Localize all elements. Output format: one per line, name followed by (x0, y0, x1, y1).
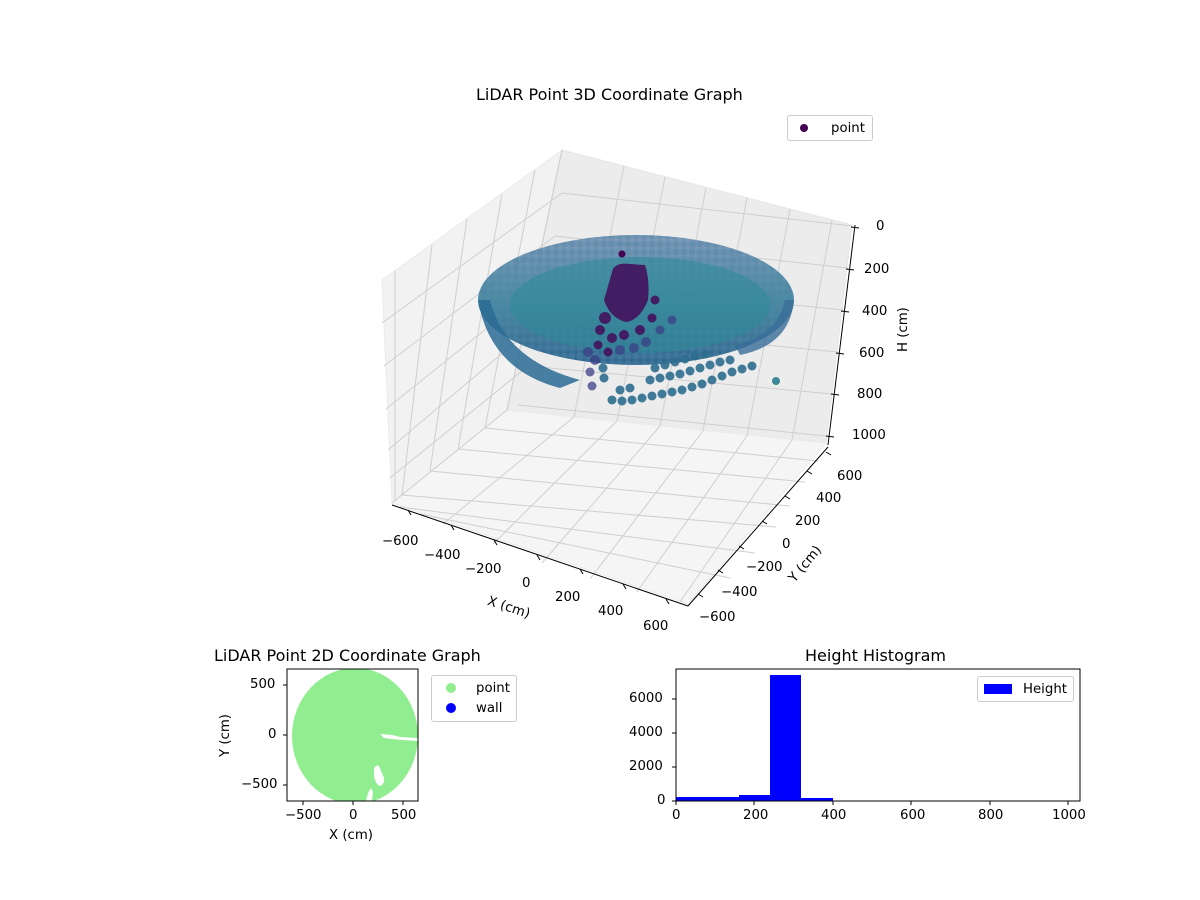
y-tick: 4000 (629, 725, 663, 740)
plot2d-legend: point wall (431, 675, 517, 722)
x-tick: 600 (900, 808, 926, 823)
y-tick: 600 (837, 469, 863, 484)
y-tick: 200 (795, 514, 821, 529)
legend-wall-marker-icon (446, 703, 456, 713)
plot3d-canvas (381, 148, 860, 607)
x-tick: −200 (465, 562, 502, 577)
h-tick: 400 (862, 304, 888, 319)
point-cloud (478, 235, 794, 406)
y-tick: 0 (782, 537, 791, 552)
x-tick: −500 (285, 808, 322, 823)
x-axis-label: X (cm) (329, 828, 373, 843)
x-tick: 0 (349, 808, 358, 823)
h-tick: 800 (857, 387, 883, 402)
y-tick: −400 (721, 585, 758, 600)
legend-point-label: point (831, 120, 865, 136)
x-tick: 400 (598, 604, 624, 619)
axis-lines (391, 224, 860, 607)
plot3d-title: LiDAR Point 3D Coordinate Graph (476, 85, 743, 104)
h-tick: 200 (864, 262, 890, 277)
x-tick: 200 (555, 590, 581, 605)
legend-point-marker-icon (446, 683, 456, 693)
legend-point-marker-icon (800, 124, 808, 132)
x-tick: −400 (424, 548, 461, 563)
histogram-legend: Height (977, 676, 1074, 702)
y-tick: −600 (699, 610, 736, 625)
x-tick: 1000 (1052, 808, 1086, 823)
h-tick: 0 (876, 219, 885, 234)
plot3d-legend: point (787, 115, 873, 141)
x-tick: 200 (743, 808, 769, 823)
x-tick: 400 (821, 808, 847, 823)
legend-point-label: point (476, 680, 510, 696)
h-axis-label: H (cm) (896, 307, 911, 352)
histogram-bars (676, 675, 833, 801)
y-tick: 0 (657, 793, 666, 808)
legend-wall-label: wall (476, 700, 503, 716)
x-tick: 800 (978, 808, 1004, 823)
histogram-title: Height Histogram (805, 646, 946, 665)
x-tick: 600 (643, 619, 669, 634)
y-tick: 400 (816, 491, 842, 506)
x-tick: 500 (391, 808, 417, 823)
legend-height-swatch-icon (984, 684, 1012, 694)
x-tick: −600 (382, 534, 419, 549)
y-tick: −200 (746, 560, 783, 575)
plot2d-title: LiDAR Point 2D Coordinate Graph (214, 646, 481, 665)
legend-height-label: Height (1023, 681, 1067, 697)
h-tick: 600 (859, 346, 885, 361)
x-tick: 0 (672, 808, 681, 823)
y-tick: 500 (250, 677, 276, 692)
y-tick: 0 (268, 727, 277, 742)
y-tick: −500 (241, 777, 278, 792)
h-tick: 1000 (852, 428, 886, 443)
y-tick: 2000 (629, 759, 663, 774)
y-axis-label: Y (cm) (218, 714, 233, 757)
y-tick: 6000 (629, 691, 663, 706)
x-tick: 0 (522, 576, 531, 591)
